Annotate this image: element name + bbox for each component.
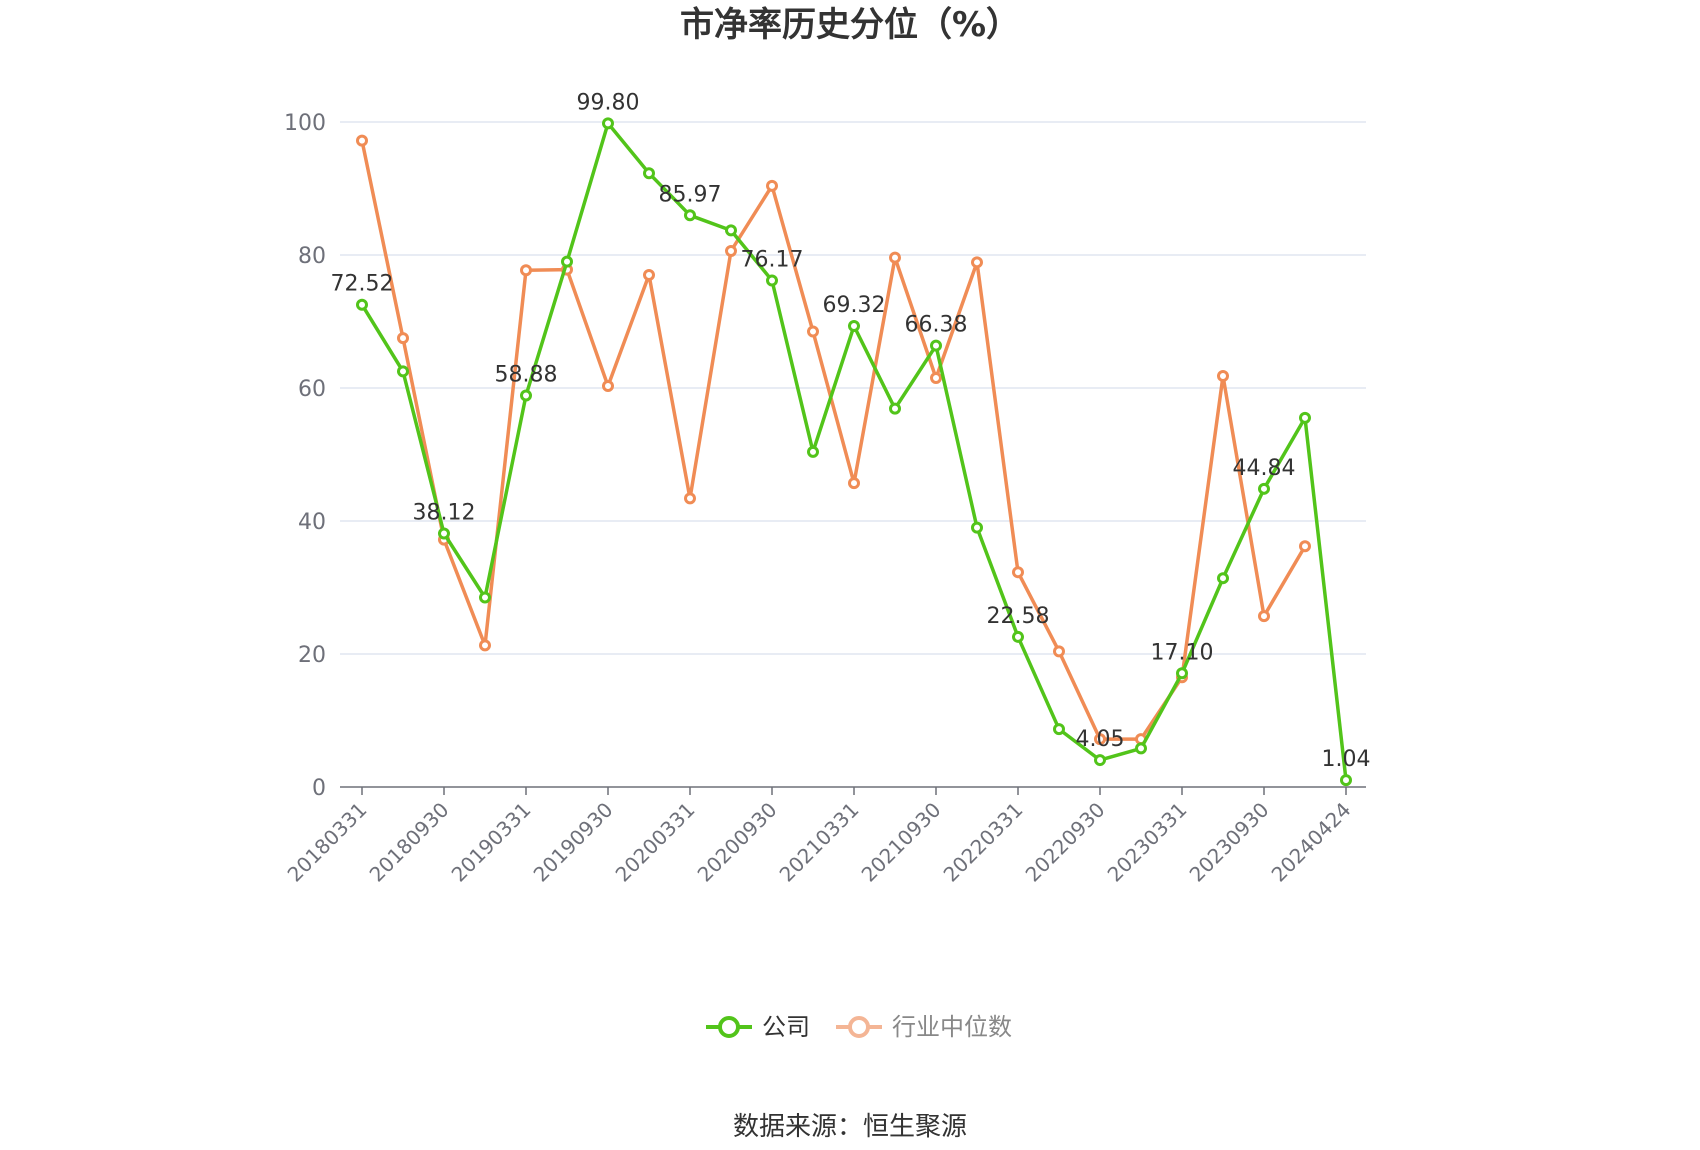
data-point[interactable] bbox=[725, 224, 737, 237]
x-tick-label: 20230331 bbox=[1103, 798, 1192, 887]
x-tick-label: 20220331 bbox=[939, 798, 1028, 887]
legend[interactable]: 公司 行业中位数 bbox=[706, 1013, 1012, 1041]
data-point[interactable] bbox=[561, 255, 573, 268]
x-tick-label: 20190930 bbox=[529, 798, 618, 887]
data-point[interactable] bbox=[930, 372, 942, 385]
series-layer bbox=[356, 117, 1352, 787]
data-point[interactable] bbox=[971, 256, 983, 269]
x-tick-label: 20240424 bbox=[1267, 798, 1356, 887]
data-label: 85.97 bbox=[659, 182, 722, 207]
data-point[interactable] bbox=[643, 167, 655, 180]
data-point[interactable] bbox=[520, 264, 532, 277]
x-tick-label: 20180930 bbox=[365, 798, 454, 887]
x-tick-label: 20200930 bbox=[693, 798, 782, 887]
data-label: 76.17 bbox=[741, 247, 804, 272]
data-point[interactable] bbox=[684, 492, 696, 505]
data-label: 69.32 bbox=[823, 293, 886, 318]
data-point[interactable] bbox=[889, 251, 901, 264]
data-point[interactable] bbox=[1053, 645, 1065, 658]
data-point[interactable] bbox=[889, 402, 901, 415]
data-point[interactable] bbox=[807, 325, 819, 338]
data-label: 72.52 bbox=[331, 272, 394, 297]
data-point[interactable] bbox=[848, 477, 860, 490]
data-point[interactable] bbox=[1258, 482, 1270, 495]
data-point[interactable] bbox=[1094, 754, 1106, 767]
y-tick-label: 60 bbox=[298, 377, 326, 402]
x-tick-label: 20220930 bbox=[1021, 798, 1110, 887]
data-point[interactable] bbox=[479, 639, 491, 652]
legend-marker-industry bbox=[848, 1016, 870, 1038]
data-point[interactable] bbox=[1176, 667, 1188, 680]
chart-title: 市净率历史分位（%） bbox=[680, 5, 1020, 45]
data-point[interactable] bbox=[971, 521, 983, 534]
grid-lines bbox=[340, 121, 1366, 655]
data-point[interactable] bbox=[438, 527, 450, 540]
data-point[interactable] bbox=[1012, 630, 1024, 643]
data-point[interactable] bbox=[1340, 774, 1352, 787]
source-note: 数据来源：恒生聚源 bbox=[733, 1112, 967, 1142]
x-axis: 2018033120180930201903312019093020200331… bbox=[283, 786, 1366, 887]
data-label: 66.38 bbox=[905, 313, 968, 338]
legend-label-company: 公司 bbox=[762, 1013, 810, 1041]
data-point[interactable] bbox=[1258, 610, 1270, 623]
data-point[interactable] bbox=[1217, 572, 1229, 585]
legend-label-industry: 行业中位数 bbox=[892, 1013, 1012, 1041]
data-label: 17.10 bbox=[1151, 640, 1214, 665]
data-point[interactable] bbox=[397, 332, 409, 345]
data-point[interactable] bbox=[356, 298, 368, 311]
x-tick-label: 20210930 bbox=[857, 798, 946, 887]
data-point[interactable] bbox=[1135, 742, 1147, 755]
y-tick-label: 80 bbox=[298, 244, 326, 269]
data-point[interactable] bbox=[520, 389, 532, 402]
series-company bbox=[356, 117, 1352, 787]
y-axis-ticks: 0 20 40 60 80 100 bbox=[284, 111, 326, 801]
data-point[interactable] bbox=[602, 380, 614, 393]
data-point[interactable] bbox=[684, 209, 696, 222]
data-point[interactable] bbox=[1012, 566, 1024, 579]
data-point[interactable] bbox=[356, 134, 368, 147]
legend-item-industry[interactable]: 行业中位数 bbox=[836, 1013, 1012, 1041]
legend-marker-company bbox=[718, 1016, 740, 1038]
y-tick-label: 20 bbox=[298, 643, 326, 668]
series-industry bbox=[356, 134, 1311, 746]
x-tick-label: 20230930 bbox=[1185, 798, 1274, 887]
data-label: 4.05 bbox=[1076, 727, 1125, 752]
data-labels: 72.52 38.12 58.88 99.80 85.97 76.17 69.32 66.38… bbox=[331, 90, 1371, 772]
data-label: 99.80 bbox=[577, 90, 640, 115]
data-label: 44.84 bbox=[1233, 456, 1296, 481]
y-tick-label: 0 bbox=[312, 776, 326, 801]
data-point[interactable] bbox=[479, 591, 491, 604]
data-point[interactable] bbox=[602, 117, 614, 130]
data-point[interactable] bbox=[1299, 540, 1311, 553]
data-point[interactable] bbox=[848, 320, 860, 333]
data-point[interactable] bbox=[766, 179, 778, 192]
data-point[interactable] bbox=[1053, 723, 1065, 736]
series-line bbox=[360, 140, 1307, 741]
x-tick-label: 20180331 bbox=[283, 798, 372, 887]
x-tick-label: 20200331 bbox=[611, 798, 700, 887]
data-point[interactable] bbox=[1299, 411, 1311, 424]
data-label: 58.88 bbox=[495, 362, 558, 387]
data-point[interactable] bbox=[397, 365, 409, 378]
data-point[interactable] bbox=[807, 445, 819, 458]
data-point[interactable] bbox=[1094, 733, 1106, 746]
x-tick-label: 20210331 bbox=[775, 798, 864, 887]
data-point[interactable] bbox=[1217, 370, 1229, 383]
x-tick-label: 20190331 bbox=[447, 798, 536, 887]
data-point[interactable] bbox=[725, 245, 737, 258]
data-label: 38.12 bbox=[413, 501, 476, 526]
y-tick-label: 100 bbox=[284, 111, 326, 136]
data-point[interactable] bbox=[643, 268, 655, 281]
series-line bbox=[360, 121, 1348, 781]
data-label: 1.04 bbox=[1322, 747, 1371, 772]
y-tick-label: 40 bbox=[298, 510, 326, 535]
data-point[interactable] bbox=[766, 274, 778, 287]
legend-item-company[interactable]: 公司 bbox=[706, 1013, 810, 1041]
data-point[interactable] bbox=[930, 339, 942, 352]
data-label: 22.58 bbox=[987, 604, 1050, 629]
